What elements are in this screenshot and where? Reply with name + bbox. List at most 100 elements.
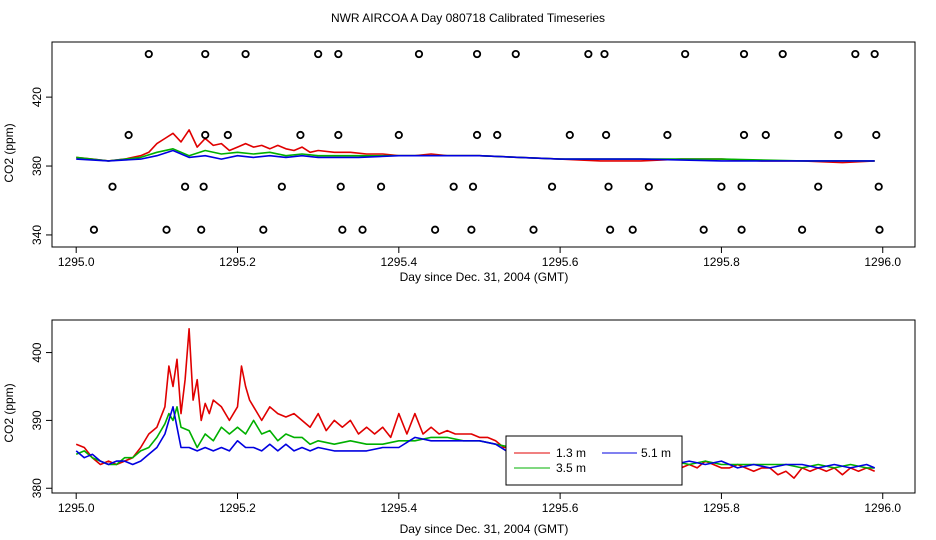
marker-point <box>493 130 502 140</box>
marker-point <box>739 130 749 140</box>
marker-point <box>875 225 884 234</box>
x-tick-label: 1295.2 <box>219 501 256 515</box>
marker-point <box>201 49 210 59</box>
x-tick-label: 1295.8 <box>703 501 740 515</box>
marker-point <box>761 130 770 140</box>
marker-point <box>259 225 268 234</box>
marker-point <box>180 182 190 191</box>
legend-label-1.3m: 1.3 m <box>556 446 586 460</box>
legend-box <box>505 435 683 486</box>
top-y-axis-label: CO2 (ppm) <box>2 123 16 182</box>
top-plot-frame <box>51 41 916 248</box>
marker-point <box>124 130 133 140</box>
bottom-panel: 1295.0 1295.2 1295.4 1295.6 1295.8 1296.0 380… <box>2 319 916 536</box>
x-tick-label: 1296.0 <box>864 501 901 515</box>
marker-point <box>394 130 403 140</box>
top-panel: 1295.0 1295.2 1295.4 1295.6 1295.8 1296.0 340… <box>2 41 916 284</box>
marker-point <box>414 49 424 59</box>
series-line-13m <box>76 129 875 164</box>
legend: 1.3 m 5.1 m 3.5 m <box>505 435 683 486</box>
marker-point <box>338 225 347 234</box>
legend-label-3.5m: 3.5 m <box>556 461 586 475</box>
series-line-35m <box>76 148 875 162</box>
x-tick-label: 1295.2 <box>219 255 256 269</box>
top-x-axis: 1295.0 1295.2 1295.4 1295.6 1295.8 1296.0 <box>58 247 901 269</box>
bottom-x-axis: 1295.0 1295.2 1295.4 1295.6 1295.8 1296.0 <box>58 493 901 515</box>
marker-point <box>529 225 538 234</box>
x-tick-label: 1295.4 <box>380 255 417 269</box>
marker-point <box>201 130 210 140</box>
marker-point <box>449 182 458 191</box>
marker-point <box>681 49 690 59</box>
x-tick-label: 1295.0 <box>58 501 95 515</box>
bottom-y-axis: 380 390 400 <box>30 342 52 498</box>
marker-point <box>376 182 386 191</box>
bottom-plot-frame <box>51 319 916 494</box>
marker-point <box>468 182 478 191</box>
marker-point <box>644 182 653 191</box>
marker-point <box>604 182 613 191</box>
marker-point <box>874 182 883 191</box>
chart-title: NWR AIRCOA A Day 080718 Calibrated Times… <box>331 11 605 25</box>
x-tick-label: 1296.0 <box>864 255 901 269</box>
marker-point <box>834 130 843 140</box>
bottom-y-axis-label: CO2 (ppm) <box>2 383 16 442</box>
marker-point <box>223 130 232 140</box>
marker-point <box>108 182 117 191</box>
marker-point <box>431 225 440 234</box>
marker-point <box>606 225 615 234</box>
marker-point <box>197 225 206 234</box>
series-line-51m <box>76 149 875 162</box>
marker-point <box>872 130 881 140</box>
marker-point <box>162 225 171 234</box>
bottom-x-axis-label: Day since Dec. 31, 2004 (GMT) <box>400 522 569 536</box>
x-tick-label: 1295.0 <box>58 255 95 269</box>
top-x-axis-label: Day since Dec. 31, 2004 (GMT) <box>400 270 569 284</box>
marker-point <box>584 49 593 59</box>
top-markers-group <box>89 49 884 234</box>
legend-label-5.1m: 5.1 m <box>641 446 671 460</box>
series-line-13m <box>75 327 876 479</box>
top-y-axis: 340 380 420 <box>30 87 52 245</box>
x-tick-label: 1295.6 <box>542 501 579 515</box>
marker-point <box>89 225 99 234</box>
marker-point <box>472 49 482 59</box>
marker-point <box>814 182 823 191</box>
marker-point <box>600 49 609 59</box>
marker-point <box>851 49 860 59</box>
marker-point <box>358 225 367 234</box>
y-tick-label: 390 <box>30 410 44 430</box>
marker-point <box>699 225 708 234</box>
marker-point <box>739 49 749 59</box>
series-line-51m <box>75 405 876 469</box>
marker-point <box>547 182 557 191</box>
y-tick-label: 380 <box>30 478 44 498</box>
marker-point <box>144 49 153 59</box>
marker-point <box>628 225 637 234</box>
marker-point <box>663 130 672 140</box>
marker-point <box>199 182 208 191</box>
series-line-35m <box>75 405 875 469</box>
y-tick-label: 420 <box>30 87 44 107</box>
marker-point <box>717 182 726 191</box>
marker-point <box>314 49 323 59</box>
marker-point <box>241 49 250 59</box>
marker-point <box>336 182 345 191</box>
x-tick-label: 1295.6 <box>542 255 579 269</box>
marker-point <box>870 49 879 59</box>
top-series-group <box>76 129 875 164</box>
y-tick-label: 340 <box>30 225 44 245</box>
marker-point <box>277 182 286 191</box>
x-tick-label: 1295.4 <box>380 501 417 515</box>
marker-point <box>467 225 476 234</box>
marker-point <box>737 182 746 191</box>
marker-point <box>601 130 611 140</box>
marker-point <box>334 130 343 140</box>
marker-point <box>778 49 787 59</box>
marker-point <box>565 130 574 140</box>
marker-point <box>472 130 482 140</box>
marker-point <box>511 49 520 59</box>
marker-point <box>296 130 305 140</box>
y-tick-label: 380 <box>30 156 44 176</box>
